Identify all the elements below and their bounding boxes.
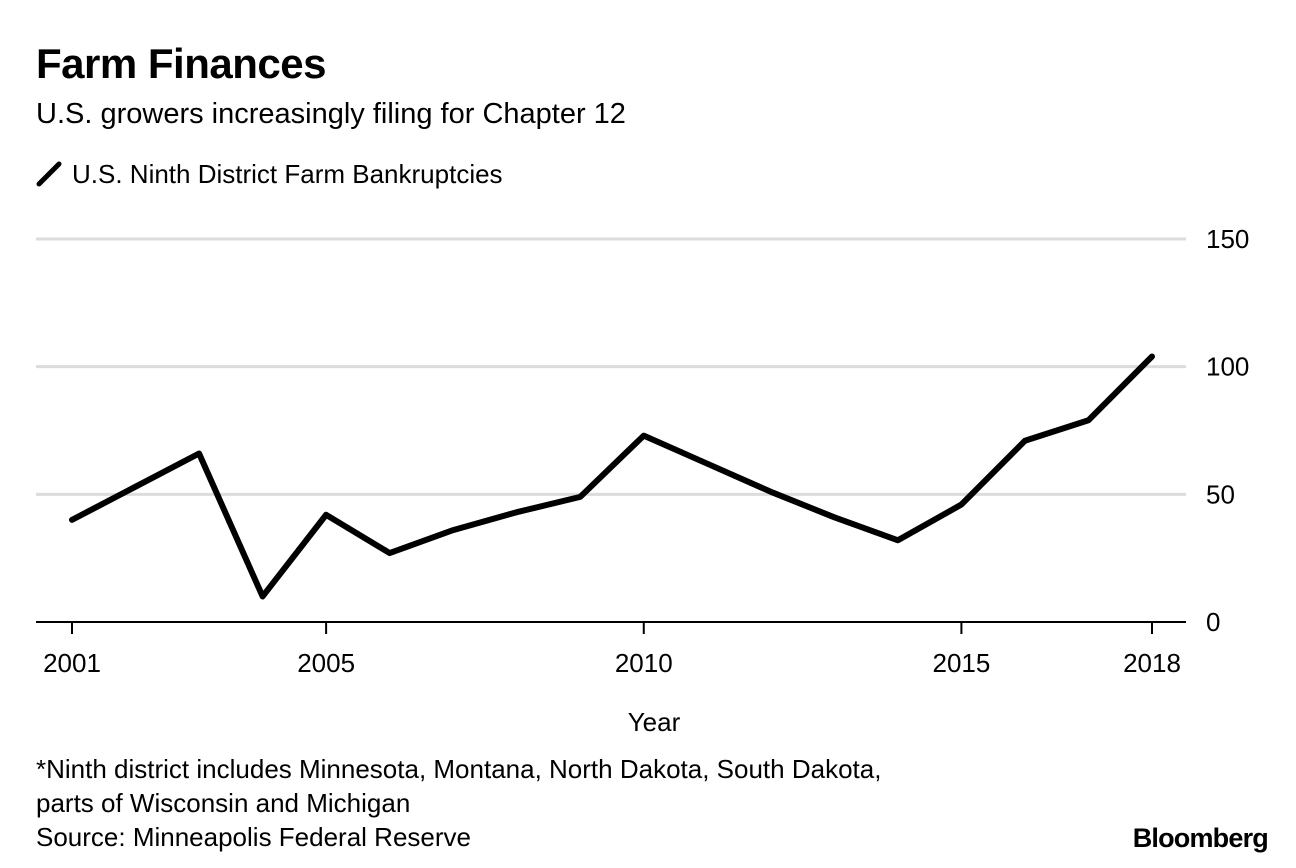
y-tick-label: 50 xyxy=(1206,479,1235,509)
line-swatch-icon xyxy=(36,161,62,187)
footnote: *Ninth district includes Minnesota, Mont… xyxy=(36,752,881,854)
x-tick-label: 2010 xyxy=(615,648,673,678)
y-tick-label: 100 xyxy=(1206,352,1249,382)
data-point xyxy=(1022,438,1028,444)
x-tick-label: 2018 xyxy=(1123,648,1181,678)
data-point xyxy=(196,450,202,456)
data-point xyxy=(450,527,456,533)
x-axis-label: Year xyxy=(628,707,681,737)
data-point xyxy=(831,514,837,520)
data-point xyxy=(1085,417,1091,423)
data-point xyxy=(958,502,964,508)
legend-label: U.S. Ninth District Farm Bankruptcies xyxy=(72,159,503,189)
y-tick-label: 150 xyxy=(1206,224,1249,254)
chart-title: Farm Finances xyxy=(36,40,326,87)
x-tick-label: 2015 xyxy=(932,648,990,678)
series-line xyxy=(69,353,1155,600)
data-point xyxy=(69,517,75,523)
data-point xyxy=(768,489,774,495)
y-tick-label: 0 xyxy=(1206,607,1220,637)
x-tick-label: 2001 xyxy=(43,648,101,678)
data-point xyxy=(895,537,901,543)
data-point xyxy=(514,509,520,515)
data-point xyxy=(133,484,139,490)
data-point xyxy=(260,593,266,599)
data-point xyxy=(577,494,583,500)
chart-subtitle: U.S. growers increasingly filing for Cha… xyxy=(36,98,626,130)
data-point xyxy=(641,433,647,439)
footnote-line: parts of Wisconsin and Michigan xyxy=(36,788,411,818)
x-tick-label: 2005 xyxy=(297,648,355,678)
data-point xyxy=(1149,353,1155,359)
data-point xyxy=(704,461,710,467)
legend: U.S. Ninth District Farm Bankruptcies xyxy=(36,156,503,192)
data-point xyxy=(387,550,393,556)
source-line: Source: Minneapolis Federal Reserve xyxy=(36,822,471,852)
footnote-line: *Ninth district includes Minnesota, Mont… xyxy=(36,754,882,784)
bloomberg-logo: Bloomberg xyxy=(1132,823,1269,853)
data-point xyxy=(323,512,329,518)
